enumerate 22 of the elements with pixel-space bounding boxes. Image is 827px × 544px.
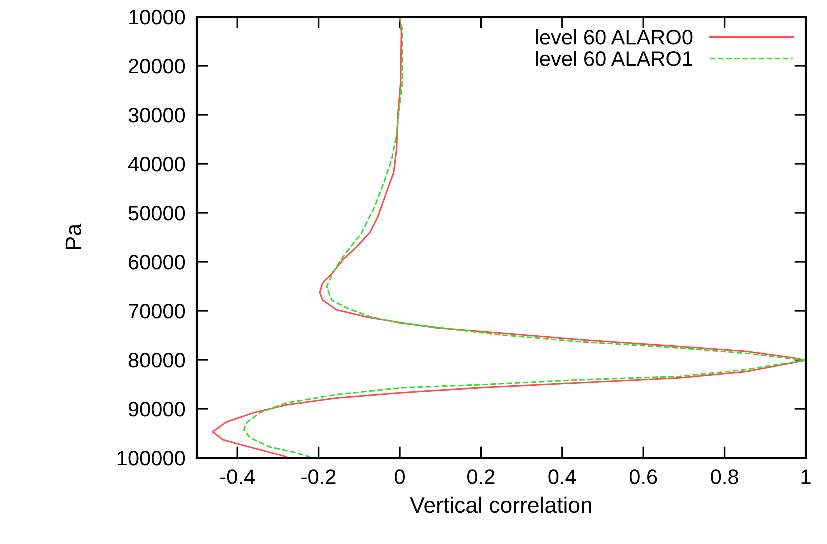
x-tick-label: 0.8 xyxy=(711,470,738,484)
y-tick-label: 90000 xyxy=(128,402,186,417)
y-tick-label: 30000 xyxy=(128,108,186,123)
x-tick-label: 0.6 xyxy=(630,470,658,484)
y-tick-label: 20000 xyxy=(129,59,186,74)
legend-label: level 60 ALARO0 xyxy=(536,30,693,45)
y-axis-title: Pa xyxy=(66,224,82,250)
x-tick-label: -0.4 xyxy=(220,470,255,484)
x-tick-label: 0.2 xyxy=(468,470,495,484)
x-tick-label: 0 xyxy=(395,470,405,484)
y-tick-label: 70000 xyxy=(129,304,186,319)
y-tick-label: 10000 xyxy=(130,10,186,25)
x-axis-title: Vertical correlation xyxy=(410,496,592,514)
x-tick-label: 1 xyxy=(802,470,811,484)
y-tick-label: 100000 xyxy=(118,451,186,466)
y-tick-label: 50000 xyxy=(128,206,186,221)
x-tick-label: -0.2 xyxy=(302,470,336,484)
y-tick-label: 80000 xyxy=(128,353,186,368)
y-tick-label: 40000 xyxy=(128,157,186,172)
legend-label: level 60 ALARO1 xyxy=(536,51,692,66)
y-tick-label: 60000 xyxy=(129,255,186,270)
x-tick-label: 0.4 xyxy=(548,470,576,484)
